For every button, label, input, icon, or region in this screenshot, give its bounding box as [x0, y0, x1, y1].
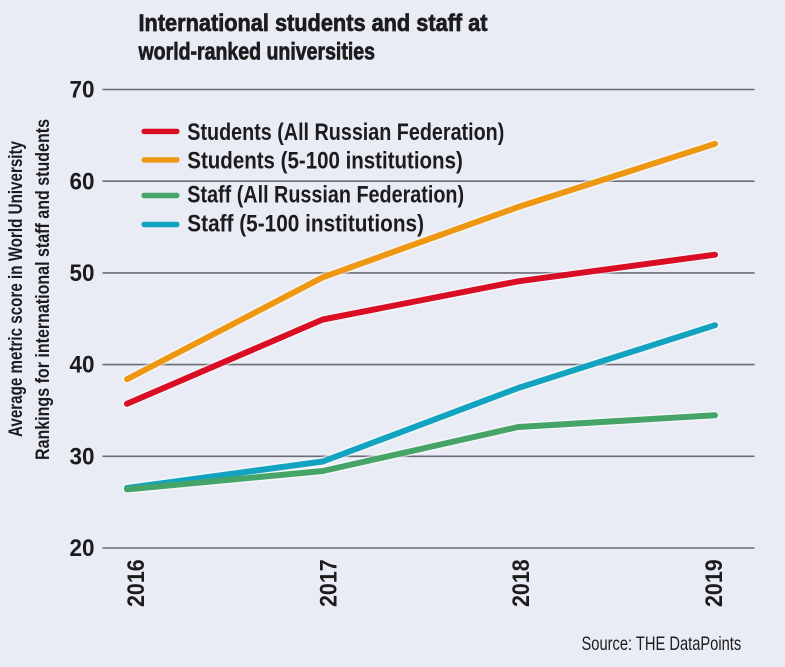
svg-text:Rankings for international sta: Rankings for international staff and stu…: [32, 119, 54, 460]
svg-text:40: 40: [70, 352, 95, 379]
svg-text:50: 50: [70, 260, 95, 287]
svg-text:2018: 2018: [508, 559, 535, 607]
svg-text:Source: THE DataPoints: Source: THE DataPoints: [582, 633, 742, 655]
svg-text:International students and sta: International students and staff at: [139, 10, 488, 37]
svg-text:70: 70: [70, 77, 95, 104]
svg-text:30: 30: [70, 443, 95, 470]
svg-text:2017: 2017: [316, 559, 343, 607]
svg-text:20: 20: [70, 535, 95, 562]
svg-text:Staff (5-100 institutions): Staff (5-100 institutions): [187, 211, 424, 238]
svg-text:2019: 2019: [701, 559, 728, 607]
svg-text:2016: 2016: [123, 559, 150, 607]
svg-text:Average metric score in World: Average metric score in World University: [5, 141, 27, 437]
svg-text:world-ranked universities: world-ranked universities: [138, 39, 375, 66]
svg-text:Students (All Russian Federati: Students (All Russian Federation): [187, 119, 504, 146]
svg-text:Students (5-100 institutions): Students (5-100 institutions): [187, 148, 463, 175]
svg-text:Staff (All Russian Federation): Staff (All Russian Federation): [187, 182, 464, 209]
svg-text:60: 60: [70, 168, 95, 195]
